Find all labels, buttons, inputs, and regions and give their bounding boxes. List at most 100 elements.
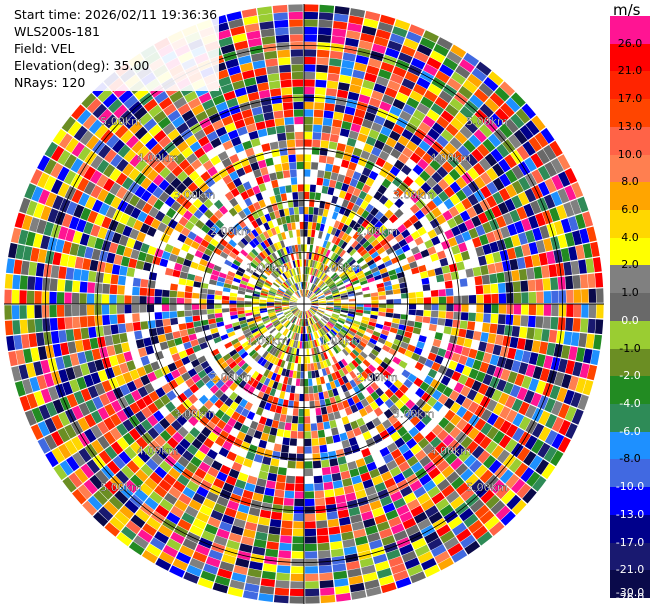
velocity-bin [193, 320, 202, 328]
velocity-bin [332, 313, 340, 318]
velocity-bin [277, 257, 284, 265]
velocity-bin [309, 293, 315, 299]
colorbar-segment [610, 570, 650, 599]
velocity-bin [498, 304, 507, 314]
velocity-bin [251, 211, 260, 220]
velocity-bin [356, 306, 364, 310]
velocity-bin [235, 511, 248, 521]
velocity-bin [298, 408, 304, 417]
velocity-bin [125, 322, 134, 333]
velocity-bin [461, 295, 469, 304]
velocity-bin [333, 570, 348, 580]
velocity-bin [149, 491, 163, 504]
velocity-bin [237, 472, 249, 482]
velocity-bin [468, 134, 482, 148]
velocity-bin [148, 124, 162, 137]
velocity-bin [251, 301, 260, 304]
velocity-bin [98, 485, 114, 500]
velocity-bin [382, 344, 391, 353]
velocity-bin [371, 296, 379, 301]
velocity-bin [243, 528, 256, 539]
velocity-bin [343, 446, 353, 456]
velocity-bin [329, 381, 337, 390]
velocity-bin [87, 495, 103, 511]
velocity-bin [236, 431, 246, 441]
velocity-bin [320, 140, 330, 149]
velocity-bin [318, 300, 326, 303]
velocity-bin [237, 310, 245, 315]
velocity-bin [525, 230, 536, 243]
velocity-bin [406, 97, 420, 109]
velocity-bin [307, 282, 310, 290]
velocity-bin [209, 323, 218, 330]
velocity-bin [52, 399, 65, 414]
velocity-bin [415, 309, 424, 316]
velocity-bin [206, 131, 219, 142]
velocity-bin [374, 482, 387, 493]
velocity-bin [457, 222, 468, 234]
velocity-bin [474, 418, 487, 431]
velocity-bin [421, 414, 432, 426]
velocity-bin [329, 134, 340, 143]
velocity-bin [115, 374, 126, 387]
velocity-bin [329, 458, 339, 467]
velocity-bin [387, 80, 401, 92]
velocity-bin [455, 463, 469, 476]
velocity-bin [167, 219, 178, 229]
velocity-bin [226, 434, 236, 444]
velocity-bin [257, 278, 265, 284]
velocity-bin [393, 159, 405, 171]
velocity-bin [389, 384, 399, 394]
velocity-bin [417, 551, 434, 564]
velocity-bin [228, 239, 237, 248]
velocity-bin [409, 261, 418, 269]
velocity-bin [365, 420, 376, 431]
velocity-bin [504, 395, 516, 409]
velocity-bin [385, 137, 397, 148]
velocity-bin [251, 351, 259, 360]
velocity-bin [248, 323, 256, 329]
velocity-bin [377, 464, 389, 475]
velocity-bin [267, 472, 277, 482]
velocity-bin [305, 536, 317, 544]
velocity-bin [95, 470, 109, 485]
velocity-bin [311, 430, 319, 439]
velocity-bin [141, 406, 153, 419]
velocity-bin [382, 242, 392, 251]
velocity-bin [364, 72, 378, 83]
velocity-bin [325, 163, 333, 172]
velocity-bin [276, 428, 285, 437]
velocity-bin [141, 550, 158, 564]
velocity-bin [263, 319, 271, 325]
velocity-bin [82, 114, 97, 130]
velocity-bin [286, 139, 296, 148]
velocity-bin [380, 495, 393, 507]
velocity-bin [121, 342, 131, 353]
velocity-bin [182, 450, 194, 462]
velocity-bin [429, 218, 440, 229]
velocity-bin [250, 138, 261, 148]
velocity-bin [427, 448, 440, 461]
velocity-bin [154, 91, 169, 104]
velocity-bin [333, 379, 341, 388]
velocity-bin [393, 313, 401, 319]
velocity-bin [410, 443, 422, 455]
velocity-bin [296, 283, 300, 290]
velocity-bin [459, 508, 474, 522]
velocity-bin [304, 34, 317, 42]
velocity-bin [259, 301, 267, 304]
velocity-bin [386, 549, 401, 561]
velocity-bin [263, 377, 271, 386]
velocity-bin [360, 398, 370, 408]
velocity-bin [504, 325, 513, 336]
velocity-bin [222, 353, 232, 362]
velocity-bin [503, 381, 514, 395]
velocity-bin [289, 438, 297, 446]
velocity-bin [309, 401, 315, 409]
velocity-bin [342, 348, 349, 356]
velocity-bin [368, 352, 377, 361]
velocity-bin [90, 372, 101, 385]
velocity-bin [474, 504, 490, 519]
velocity-bin [568, 375, 579, 391]
velocity-bin [415, 198, 426, 210]
